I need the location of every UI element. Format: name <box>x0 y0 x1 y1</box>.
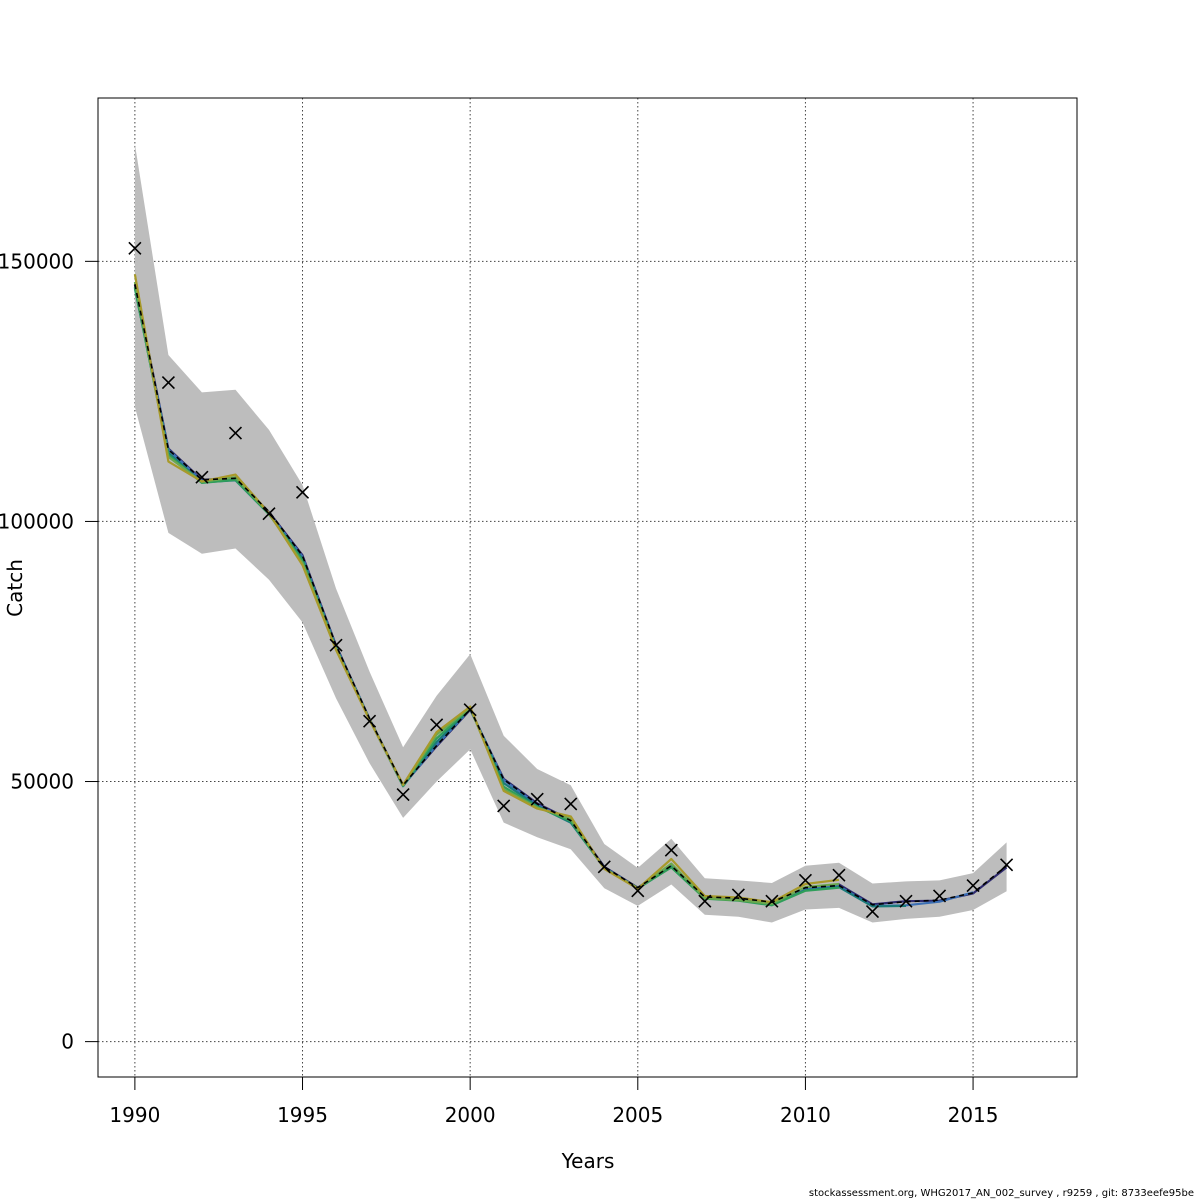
observed-point-1996 <box>329 638 343 652</box>
observed-point-1994 <box>262 507 276 521</box>
y-tick-label-100000: 100000 <box>0 509 74 533</box>
y-axis: 0 50000 100000 150000 <box>0 249 98 1054</box>
observed-points <box>128 241 1014 919</box>
footer-text: stockassessment.org, WHG2017_AN_002_surv… <box>808 1188 1194 1199</box>
observed-point-2014 <box>932 889 947 903</box>
observed-point-2002 <box>530 792 544 806</box>
x-tick-label-2005: 2005 <box>612 1103 663 1127</box>
confidence-band-area <box>134 144 1007 923</box>
observed-point-2010 <box>798 873 812 887</box>
series-lines <box>133 274 1008 908</box>
x-tick-label-1990: 1990 <box>109 1103 160 1127</box>
observed-point-2012 <box>865 905 880 919</box>
y-axis-title: Catch <box>3 559 27 617</box>
observed-point-1993 <box>228 426 243 440</box>
observed-point-2013 <box>899 894 913 908</box>
observed-point-1997 <box>363 714 377 728</box>
x-axis: 1990 1995 2000 2005 2010 2015 <box>109 1076 999 1127</box>
y-tick-label-150000: 150000 <box>0 249 74 273</box>
observed-point-2015 <box>966 879 980 893</box>
observed-point-2001 <box>497 799 511 813</box>
observed-point-2000 <box>463 703 477 717</box>
observed-point-2008 <box>731 888 745 902</box>
observed-point-1992 <box>195 470 209 484</box>
observed-point-2005 <box>631 884 645 898</box>
confidence-band <box>134 144 1007 923</box>
observed-point-2006 <box>664 843 678 857</box>
series-line-7 <box>134 284 1008 906</box>
x-tick-label-2015: 2015 <box>948 1103 999 1127</box>
observed-point-1995 <box>295 485 310 499</box>
x-tick-label-1995: 1995 <box>277 1103 328 1127</box>
y-tick-label-50000: 50000 <box>10 770 74 794</box>
observed-point-2004 <box>597 860 611 874</box>
observed-point-2009 <box>765 894 779 908</box>
observed-point-2003 <box>564 797 578 811</box>
y-tick-label-0: 0 <box>61 1030 74 1054</box>
observed-point-1991 <box>161 375 175 390</box>
observed-point-1998 <box>396 787 410 802</box>
observed-point-2016 <box>1000 858 1014 872</box>
observed-point-1999 <box>430 718 444 732</box>
observed-point-2011 <box>832 868 846 882</box>
x-tick-label-2010: 2010 <box>780 1103 831 1127</box>
x-tick-label-2000: 2000 <box>445 1103 496 1127</box>
observed-point-1990 <box>128 241 142 255</box>
observed-point-2007 <box>698 894 712 908</box>
x-axis-title: Years <box>561 1149 615 1173</box>
